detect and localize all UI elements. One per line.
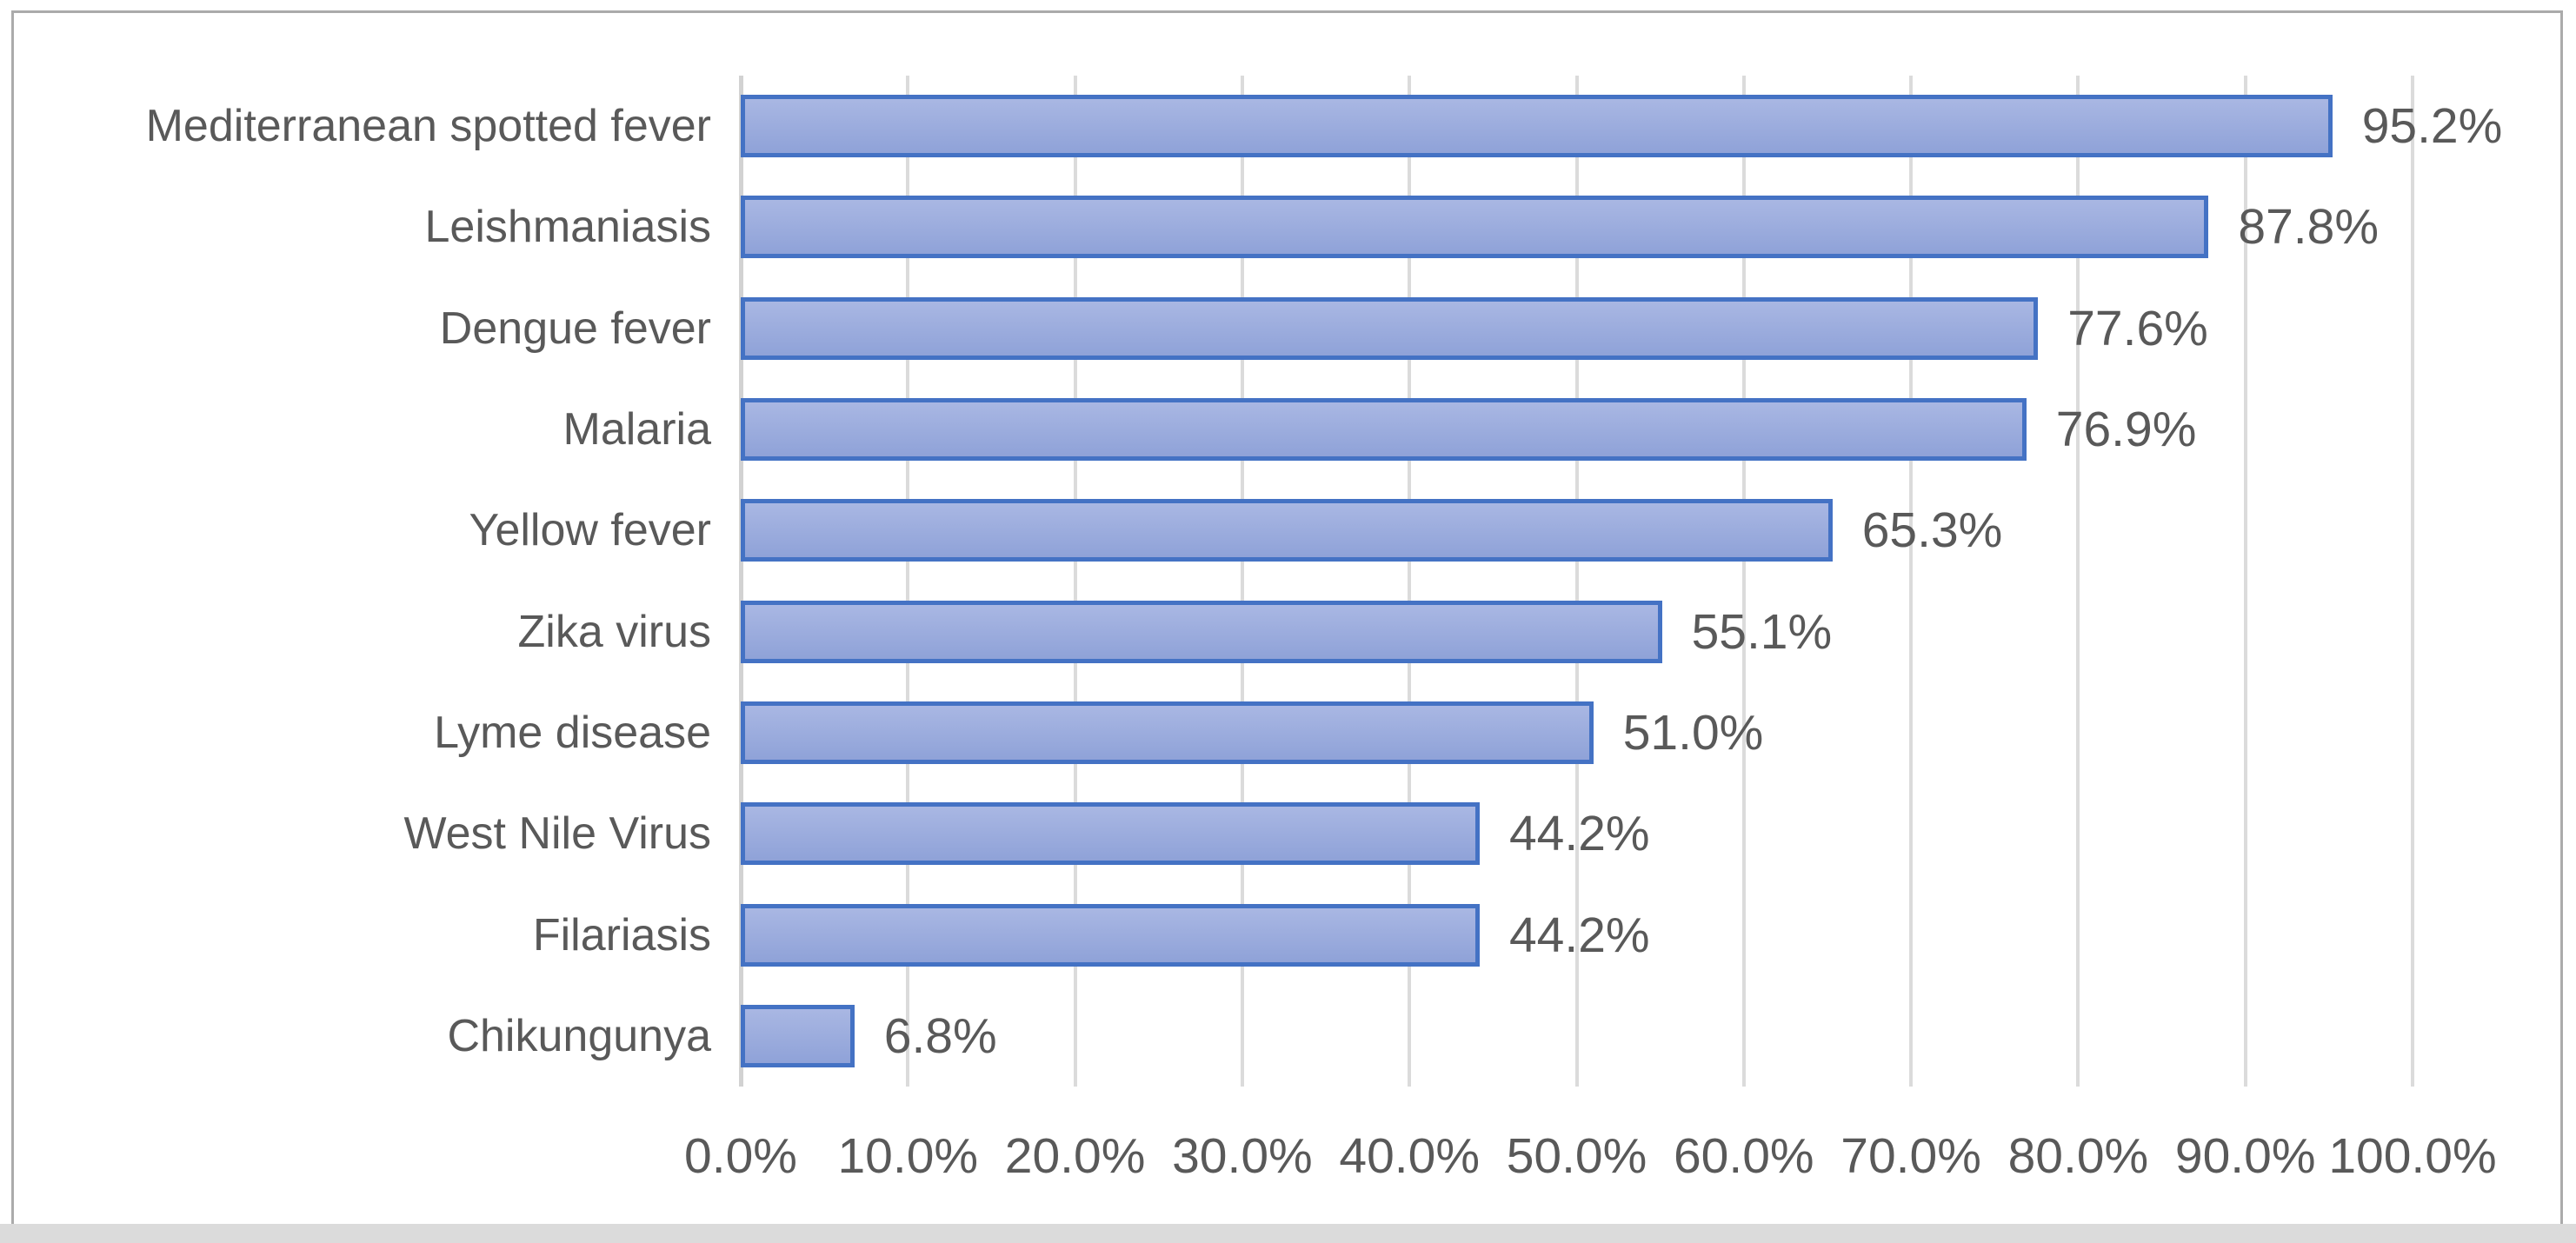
gridline: [1408, 76, 1412, 1087]
bar: [741, 903, 1480, 967]
category-label: Lyme disease: [434, 707, 711, 758]
category-label: Filariasis: [532, 909, 711, 960]
x-tick-label: 100.0%: [2328, 1128, 2497, 1184]
bar: [741, 196, 2209, 259]
bar: [741, 701, 1594, 764]
x-tick-label: 80.0%: [2007, 1128, 2149, 1184]
x-tick-label: 40.0%: [1339, 1128, 1480, 1184]
bar: [741, 499, 1833, 562]
y-axis-line: [738, 76, 743, 1087]
x-tick-label: 30.0%: [1172, 1128, 1313, 1184]
bar: [741, 802, 1480, 866]
x-tick-label: 20.0%: [1004, 1128, 1146, 1184]
bar: [741, 600, 1662, 663]
category-label: Zika virus: [517, 606, 711, 657]
category-label: West Nile Virus: [403, 808, 711, 860]
bar: [741, 296, 2039, 360]
bottom-strip: [0, 1224, 2576, 1243]
category-label: Leishmaniasis: [424, 202, 712, 253]
x-tick-label: 10.0%: [837, 1128, 979, 1184]
category-label: Yellow fever: [469, 505, 711, 556]
bar: [741, 1004, 855, 1067]
gridline: [1741, 76, 1746, 1087]
data-label: 95.2%: [2361, 98, 2503, 155]
category-label: Dengue fever: [439, 302, 711, 354]
data-label: 44.2%: [1508, 907, 1650, 963]
data-label: 65.3%: [1861, 502, 2003, 559]
category-label: Malaria: [562, 404, 712, 455]
gridline: [1240, 76, 1244, 1087]
data-label: 55.1%: [1691, 603, 1833, 660]
gridline: [1073, 76, 1077, 1087]
x-tick-label: 70.0%: [1840, 1128, 1981, 1184]
x-tick-label: 90.0%: [2174, 1128, 2316, 1184]
gridline: [906, 76, 910, 1087]
gridline: [1574, 76, 1579, 1087]
x-tick-label: 50.0%: [1506, 1128, 1647, 1184]
data-label: 51.0%: [1622, 704, 1764, 761]
bar: [741, 95, 2333, 158]
gridline: [2243, 76, 2247, 1087]
gridline: [2411, 76, 2414, 1087]
x-tick-label: 60.0%: [1673, 1128, 1814, 1184]
gridline: [2076, 76, 2080, 1087]
bar: [741, 398, 2027, 462]
data-label: 6.8%: [883, 1007, 997, 1064]
data-label: 76.9%: [2055, 402, 2197, 458]
data-label: 77.6%: [2067, 300, 2208, 356]
category-label: Chikungunya: [447, 1010, 711, 1061]
x-tick-label: 0.0%: [684, 1128, 797, 1184]
category-label: Mediterranean spotted fever: [145, 101, 711, 152]
gridline: [1909, 76, 1914, 1087]
data-label: 87.8%: [2238, 199, 2380, 256]
data-label: 44.2%: [1508, 806, 1650, 862]
